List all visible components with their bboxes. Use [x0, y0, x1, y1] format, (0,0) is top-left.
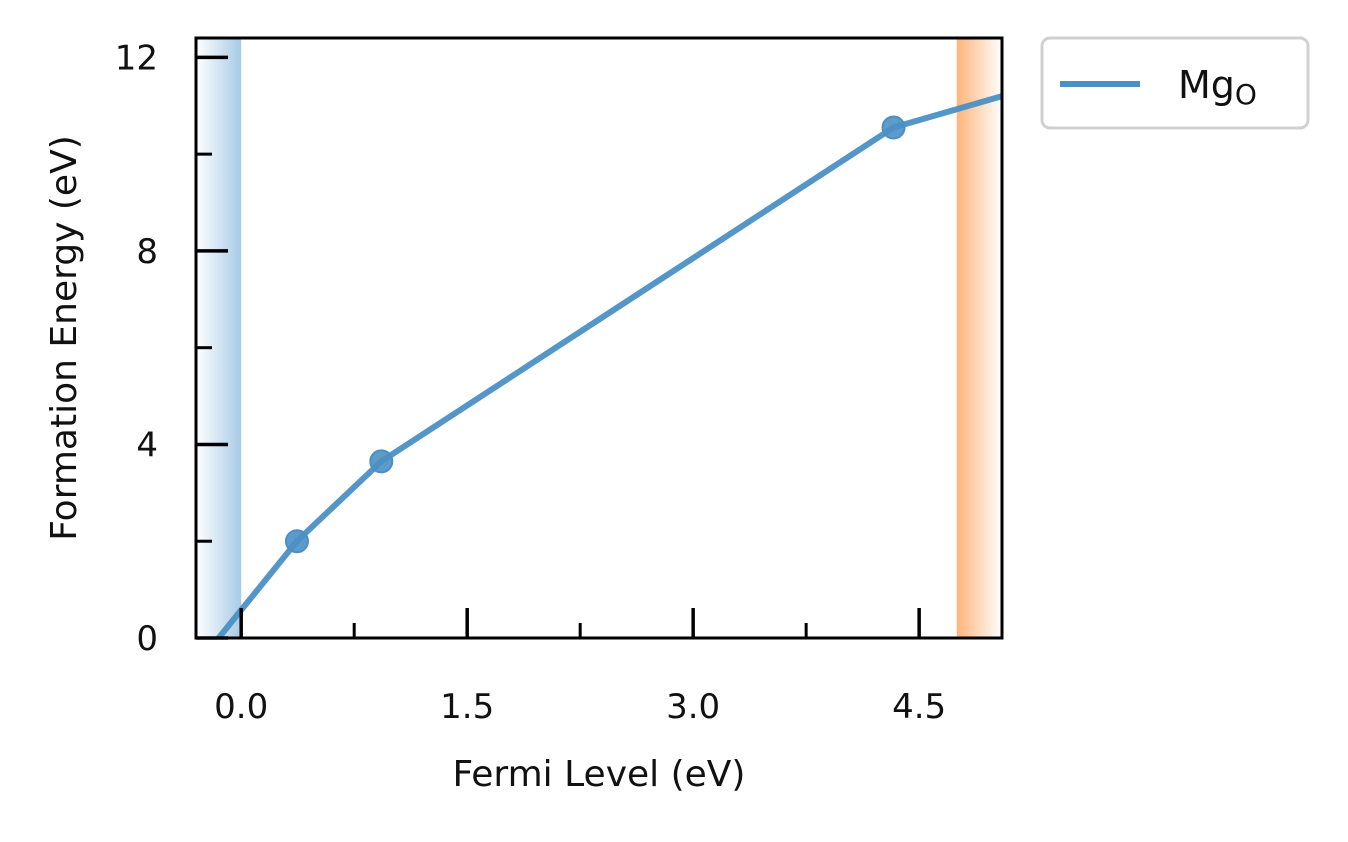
plot-frame: [194, 36, 1004, 640]
axis-ticks: [196, 55, 921, 640]
legend-box: [1040, 36, 1310, 130]
transition-point-2: [369, 449, 394, 474]
conduction-band-region: [956, 38, 1002, 638]
series-line-mg-o: [216, 93, 1002, 638]
x-tick-label-4: 4.5: [892, 687, 946, 727]
legend-label-main: Mg: [1178, 63, 1235, 107]
y-tick-label-2: 4: [136, 425, 158, 465]
x-tick-label-3: 3.0: [666, 687, 720, 727]
y-axis-label: Formation Energy (eV): [44, 135, 85, 541]
x-tick-label-1: 0.0: [214, 687, 268, 727]
valence-band-region: [196, 38, 242, 638]
x-tick-label-2: 1.5: [440, 687, 494, 727]
tick-labels: 0.0 1.5 3.0 4.5 0 4 8 12: [115, 38, 946, 727]
y-tick-label-4: 12: [115, 38, 158, 78]
series-layer: [216, 93, 1002, 638]
transition-point-1: [284, 529, 309, 554]
y-tick-label-3: 8: [136, 232, 158, 272]
transition-point-3: [881, 115, 906, 140]
legend-label-sub: O: [1235, 78, 1257, 111]
band-regions: [196, 38, 1002, 638]
legend: MgO: [1040, 36, 1310, 130]
x-axis-label: Fermi Level (eV): [453, 754, 746, 795]
y-tick-label-1: 0: [136, 619, 158, 659]
legend-label-mg-o: MgO: [1178, 63, 1257, 111]
